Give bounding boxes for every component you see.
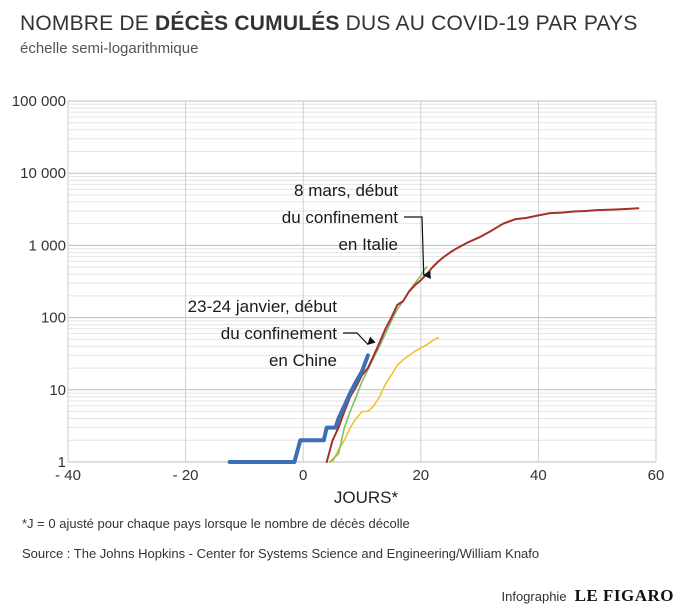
x-tick-label: - 20 (173, 467, 199, 484)
annotation-italy-line: du confinement (282, 208, 399, 227)
annotation-china-line: en Chine (269, 351, 337, 370)
chart-title: NOMBRE DE DÉCÈS CUMULÉS DUS AU COVID-19 … (20, 12, 638, 35)
y-tick-label: 10 000 (20, 165, 66, 182)
series-line-chine (227, 353, 370, 464)
annotation-italy-line: en Italie (338, 235, 398, 254)
annotation-italy-arrow (404, 216, 431, 279)
y-tick-label: 100 000 (12, 93, 66, 110)
credit-label: Infographie (501, 589, 567, 604)
annotation-china-line: 23-24 janvier, début (188, 297, 338, 316)
source-line: Source : The Johns Hopkins - Center for … (22, 546, 540, 561)
x-axis-label: JOURS* (334, 488, 399, 507)
credit: Infographie LE FIGARO (502, 586, 675, 606)
le-figaro-logo: LE FIGARO (574, 586, 674, 605)
annotation-italy-line: 8 mars, début (294, 181, 398, 200)
x-tick-label: 20 (412, 467, 429, 484)
series-line-iran (331, 336, 440, 463)
x-tick-label: - 40 (55, 467, 81, 484)
chart-subtitle: échelle semi-logarithmique (20, 40, 199, 57)
y-tick-label: 1 000 (28, 237, 66, 254)
annotation-china-line: du confinement (221, 324, 338, 343)
x-tick-label: 60 (648, 467, 665, 484)
series-line-italie (325, 207, 640, 463)
y-tick-label: 10 (49, 382, 66, 399)
annotation-china-arrow (343, 332, 376, 346)
footnote: *J = 0 ajusté pour chaque pays lorsque l… (22, 516, 410, 531)
x-tick-label: 0 (299, 467, 307, 484)
series-line-espagne (328, 266, 428, 463)
y-tick-label: 100 (41, 310, 66, 327)
y-tick-label: 1 (58, 454, 66, 471)
x-tick-label: 40 (530, 467, 547, 484)
chart-canvas: 1 10 100 1 000 10 000 100 000 - 40 - 20 0 20 40 60 J… (12, 93, 665, 507)
